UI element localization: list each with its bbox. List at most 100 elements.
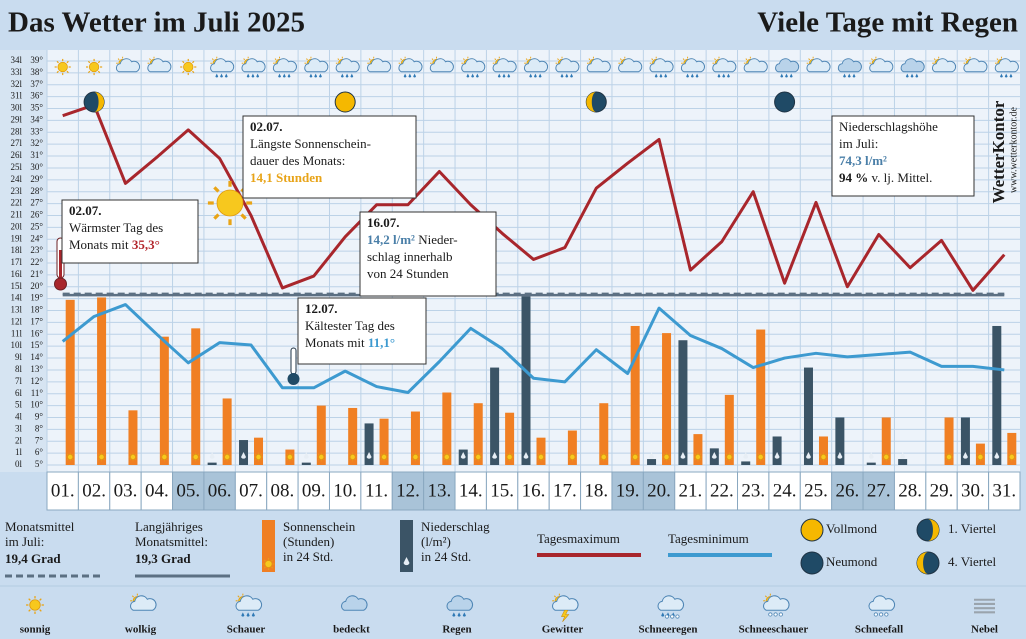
thermometer-fill — [59, 250, 62, 280]
bar — [630, 325, 640, 465]
sun-ray — [56, 70, 59, 74]
y2-tick-label: 25° — [30, 221, 43, 231]
bar — [159, 336, 169, 465]
drop — [664, 73, 668, 78]
sun-disc — [67, 453, 74, 460]
bar — [410, 411, 420, 465]
sun-ray — [255, 453, 257, 455]
sun-ray — [494, 58, 497, 61]
sun-ray — [569, 459, 571, 461]
weather-icon — [680, 56, 705, 78]
weather-icon — [335, 56, 360, 78]
day-cell — [705, 471, 739, 511]
sun-disc — [349, 453, 356, 460]
sun-ray — [443, 453, 445, 455]
annotation-line: von 24 Stunden — [367, 266, 449, 281]
weather-icon — [868, 595, 896, 617]
y2-tick-label: 24° — [30, 233, 43, 243]
sun-disc — [946, 453, 953, 460]
drop — [408, 73, 412, 78]
x-tick-label: 24. — [773, 480, 797, 501]
y2-tick-label: 39° — [30, 55, 43, 65]
text-line: (l/m²) — [421, 534, 451, 549]
annotation-text: Wärmster Tag des — [69, 220, 163, 235]
bar — [678, 340, 688, 465]
sun-ray — [757, 459, 759, 461]
moon — [800, 518, 824, 542]
sun-ray — [996, 58, 999, 61]
sun-ray — [243, 58, 246, 61]
sun-ray — [762, 453, 765, 455]
weather-icon — [241, 56, 266, 78]
sun-disc — [255, 453, 262, 460]
annotation-text: 35,3° — [132, 237, 160, 252]
bar — [772, 436, 782, 465]
sun-ray — [605, 453, 608, 455]
annotation-line: Monats mit 35,3° — [69, 237, 160, 252]
sun-ray — [951, 453, 953, 455]
drop — [220, 73, 223, 78]
drop — [560, 73, 564, 78]
x-tick-label: 17. — [553, 480, 577, 501]
sun-ray — [103, 453, 105, 455]
weather-icon — [712, 56, 737, 78]
bar — [881, 417, 891, 465]
sun-ray — [354, 453, 357, 455]
x-tick-label: 29. — [930, 480, 954, 501]
sun-ray — [129, 453, 131, 455]
sun-ray — [66, 453, 69, 455]
flake — [778, 612, 783, 617]
y2-tick-label: 23° — [30, 245, 43, 255]
sun-ray — [380, 459, 382, 461]
sun-ray — [386, 453, 388, 455]
annotation-title: 12.07. — [305, 301, 338, 316]
day-cell — [46, 471, 79, 511]
sun-ray — [600, 459, 602, 461]
sun-ray — [28, 598, 31, 601]
sun-ray — [160, 453, 163, 455]
day-cell — [140, 471, 174, 511]
sun-ray — [764, 595, 768, 598]
annotation-box — [831, 115, 975, 197]
x-tick-label: 23. — [741, 480, 765, 501]
sun-ray — [72, 459, 74, 461]
drop — [507, 73, 511, 78]
cloud — [524, 58, 549, 73]
y-tick-label: 25l — [10, 162, 22, 172]
x-tick-label: 09. — [302, 480, 326, 501]
sun-ray — [223, 453, 226, 455]
bar-drop — [241, 452, 247, 459]
drop — [727, 73, 730, 78]
weather-icon — [446, 595, 474, 617]
drop — [256, 73, 260, 78]
y-tick-label: 11l — [11, 328, 23, 338]
flake — [873, 612, 878, 617]
cloud — [461, 58, 486, 73]
legend-label: Neumond — [826, 554, 878, 569]
weather-icon — [210, 56, 235, 78]
annotation-text: 11,1° — [368, 335, 395, 350]
moon — [585, 91, 607, 113]
drop — [497, 73, 501, 78]
weather-icon — [974, 598, 995, 614]
bar — [835, 417, 845, 465]
sun-ray — [349, 459, 351, 461]
sun-ray — [619, 58, 622, 61]
y-tick-label: 19l — [10, 233, 22, 243]
bar — [348, 407, 358, 465]
sun-ray — [237, 595, 240, 598]
sun-ray — [197, 459, 200, 461]
sun-ray — [694, 459, 696, 461]
annotation-line: Kältester Tag des — [305, 318, 395, 333]
sun-ray — [1013, 459, 1016, 461]
moon-lit — [928, 519, 939, 541]
axis-panel — [0, 50, 47, 472]
y-tick-label: 12l — [10, 316, 22, 326]
sun-ray — [1008, 453, 1010, 455]
legend-label: Langjähriges Monatsmittel: — [135, 519, 208, 549]
y2-tick-label: 22° — [30, 257, 43, 267]
drop — [910, 73, 914, 78]
bar — [222, 398, 232, 465]
y-tick-label: 10l — [10, 340, 22, 350]
